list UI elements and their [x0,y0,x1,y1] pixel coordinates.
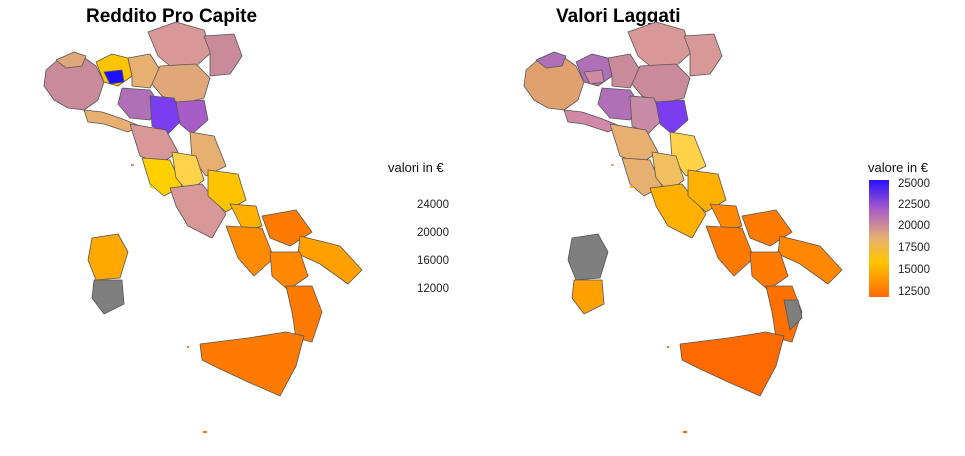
region-milan [103,69,125,85]
region-sardinia-north [87,233,129,281]
island-giglio [630,186,633,188]
region-aosta [535,51,567,69]
region-aosta [55,51,87,69]
island-pantelleria [203,431,207,433]
region-emilia-east [175,99,209,135]
region-emilia-center [149,95,183,135]
right-legend-colorbar [869,180,889,297]
left-legend-tick: 24000 [417,199,449,211]
right-legend-tick: 22500 [898,199,930,211]
region-puglia-south [777,235,843,285]
region-campania [225,225,275,277]
region-tuscany-north [129,123,179,165]
right-legend-title: valore in € [868,160,928,175]
region-emilia-east [655,99,689,135]
region-molise [709,203,743,233]
region-trentino [627,21,693,67]
region-basilicata [749,251,789,291]
right-legend-tick: 25000 [898,178,930,190]
region-campania [705,225,755,277]
island-ustica [187,346,189,348]
region-sicily [679,331,785,397]
left-legend-tick: 16000 [417,255,449,267]
region-emilia-west [597,87,641,121]
left-choropleth-map [43,21,363,433]
region-calabria [285,285,323,343]
region-tuscany-north [609,123,659,165]
island-elba [611,164,614,166]
region-emilia-west [117,87,161,121]
left-legend-tick: 20000 [417,227,449,239]
region-lombardy-east [607,53,641,89]
island-pantelleria [683,431,687,433]
right-legend-tick: 20000 [898,220,930,232]
right-map-title: Valori Laggati [556,6,681,27]
region-milan [583,69,605,85]
region-sardinia-north [567,233,609,281]
left-legend-title: valori in € [388,160,444,175]
right-legend-tick: 12500 [898,286,930,298]
island-elba [131,164,134,166]
right-legend-tick: 17500 [898,242,930,254]
island-ustica [667,346,669,348]
region-trentino [147,21,213,67]
region-friuli [203,33,243,77]
region-sicily [199,331,305,397]
region-sardinia-south [571,279,605,315]
region-emilia-center [629,95,663,135]
island-giglio [150,186,153,188]
region-basilicata [269,251,309,291]
region-calabria-missing [783,299,803,331]
region-molise [229,203,263,233]
region-lombardy-east [127,53,161,89]
left-legend-tick: 12000 [417,283,449,295]
left-map-title: Reddito Pro Capite [86,6,258,27]
region-sardinia-south [91,279,125,315]
region-friuli [683,33,723,77]
right-legend-tick: 15000 [898,264,930,276]
